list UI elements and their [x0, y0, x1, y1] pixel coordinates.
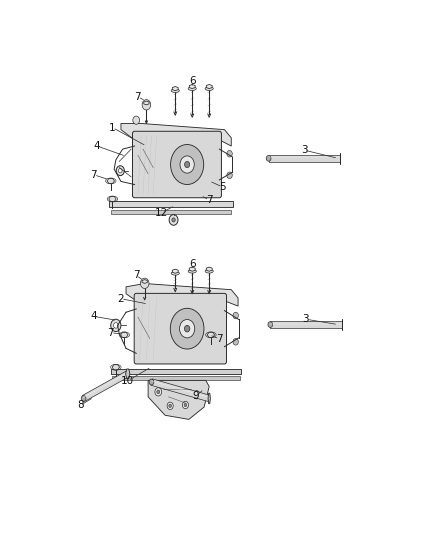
Polygon shape: [172, 269, 178, 273]
Polygon shape: [144, 101, 149, 105]
Text: 6: 6: [189, 259, 195, 269]
Circle shape: [233, 312, 238, 319]
Ellipse shape: [171, 271, 179, 275]
Text: 1: 1: [109, 123, 116, 133]
Ellipse shape: [188, 87, 196, 91]
Polygon shape: [142, 280, 147, 284]
Polygon shape: [207, 332, 215, 337]
Text: 7: 7: [91, 170, 97, 180]
Ellipse shape: [205, 87, 213, 91]
Polygon shape: [206, 267, 212, 271]
Polygon shape: [121, 124, 231, 146]
Text: 10: 10: [121, 376, 134, 386]
Polygon shape: [112, 365, 120, 370]
Text: 6: 6: [189, 76, 195, 86]
Text: 7: 7: [107, 328, 114, 338]
Circle shape: [172, 218, 175, 222]
Circle shape: [195, 393, 198, 397]
Circle shape: [266, 156, 271, 161]
Circle shape: [184, 161, 190, 167]
Polygon shape: [268, 155, 340, 161]
Text: 3: 3: [301, 145, 307, 155]
Ellipse shape: [171, 89, 179, 93]
Circle shape: [116, 166, 124, 175]
Polygon shape: [113, 376, 240, 381]
Circle shape: [167, 402, 173, 409]
Circle shape: [133, 116, 140, 124]
FancyBboxPatch shape: [134, 293, 226, 364]
Circle shape: [111, 319, 121, 332]
Text: 4: 4: [91, 311, 97, 321]
Polygon shape: [189, 267, 195, 271]
Circle shape: [141, 278, 149, 288]
Circle shape: [169, 215, 178, 225]
Text: 7: 7: [134, 92, 141, 102]
Circle shape: [180, 319, 195, 338]
Polygon shape: [107, 179, 114, 183]
Polygon shape: [126, 369, 130, 378]
Circle shape: [193, 391, 200, 399]
Circle shape: [227, 150, 232, 157]
Polygon shape: [111, 369, 241, 374]
Text: 12: 12: [155, 207, 168, 217]
Polygon shape: [111, 209, 231, 214]
Polygon shape: [172, 86, 178, 91]
Text: 8: 8: [77, 400, 84, 410]
Polygon shape: [82, 371, 129, 401]
Polygon shape: [109, 201, 233, 207]
Polygon shape: [206, 84, 212, 88]
Polygon shape: [270, 321, 342, 328]
Circle shape: [170, 144, 204, 184]
Text: 7: 7: [216, 334, 223, 344]
Circle shape: [169, 404, 172, 408]
Text: 3: 3: [303, 314, 309, 324]
FancyBboxPatch shape: [132, 131, 222, 198]
Text: 2: 2: [118, 294, 124, 304]
Text: 9: 9: [192, 391, 199, 401]
Circle shape: [182, 401, 188, 409]
Circle shape: [155, 388, 162, 396]
Circle shape: [184, 403, 187, 407]
Circle shape: [233, 338, 238, 345]
Circle shape: [157, 390, 160, 394]
Circle shape: [149, 379, 154, 385]
Circle shape: [268, 322, 273, 327]
Text: 5: 5: [219, 182, 226, 192]
Text: 4: 4: [94, 141, 100, 151]
Circle shape: [81, 395, 86, 401]
Circle shape: [118, 168, 122, 173]
Polygon shape: [109, 197, 116, 201]
Ellipse shape: [188, 269, 196, 273]
Text: 7: 7: [133, 270, 140, 280]
Circle shape: [113, 322, 118, 328]
Polygon shape: [148, 381, 209, 419]
Ellipse shape: [205, 269, 213, 273]
Circle shape: [227, 172, 232, 179]
Polygon shape: [151, 379, 210, 402]
Polygon shape: [208, 393, 210, 403]
Circle shape: [184, 325, 190, 332]
Circle shape: [170, 308, 204, 349]
Text: 7: 7: [206, 195, 212, 205]
Circle shape: [142, 100, 151, 110]
Polygon shape: [126, 284, 238, 306]
Circle shape: [180, 156, 194, 173]
Polygon shape: [189, 84, 195, 88]
Polygon shape: [120, 332, 128, 337]
